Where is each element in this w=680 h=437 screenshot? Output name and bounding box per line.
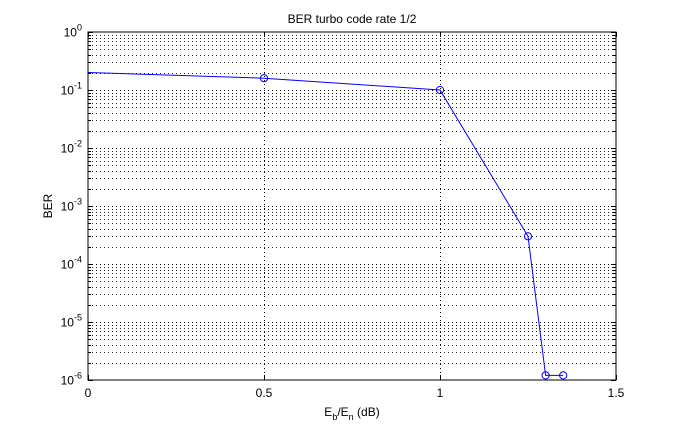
y-tick-label: 10-5 (61, 313, 82, 330)
y-tick-label: 10-3 (61, 197, 82, 214)
x-tick-label: 0.5 (256, 386, 273, 400)
y-tick-label: 100 (64, 23, 82, 40)
series-layer (87, 72, 568, 380)
x-axis: 0 0.5 1 1.5 (85, 32, 625, 400)
y-axis-label: BER (41, 193, 55, 218)
series-line (87, 72, 564, 376)
x-tick-label: 0 (85, 386, 92, 400)
data-point-marker (259, 74, 269, 83)
x-tick-label: 1 (437, 386, 444, 400)
y-tick-label: 10-2 (61, 139, 82, 156)
y-tick-label: 10-4 (61, 255, 82, 272)
data-point-marker (559, 371, 568, 380)
data-point-marker (541, 371, 550, 380)
y-axis: 100 10-1 10-2 10-3 10-4 10-5 10-6 (61, 23, 616, 388)
chart-title: BER turbo code rate 1/2 (288, 12, 417, 26)
x-axis-label: Eb/En (dB) (324, 405, 379, 422)
data-point-marker (435, 85, 445, 95)
y-tick-label: 10-1 (61, 81, 82, 98)
data-point-marker (523, 232, 533, 241)
y-tick-label: 10-6 (61, 371, 82, 388)
x-tick-label: 1.5 (608, 386, 625, 400)
